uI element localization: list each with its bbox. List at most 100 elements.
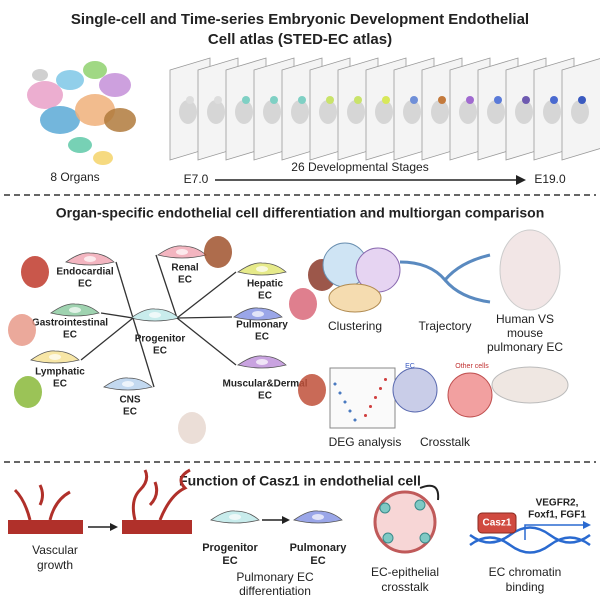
nucleus <box>229 514 241 520</box>
organ-cluster <box>68 137 92 153</box>
tss-arrow <box>524 524 585 540</box>
organ-icon <box>204 236 232 268</box>
arrow <box>155 254 178 319</box>
label: Renal <box>171 263 198 274</box>
human-lungs <box>499 229 561 311</box>
organ-cluster <box>93 151 113 165</box>
label: EC <box>258 391 272 402</box>
signal <box>186 96 194 104</box>
trajectory <box>399 253 491 304</box>
label: Vascular <box>32 543 78 557</box>
label: DEG analysis <box>329 435 402 449</box>
arrow <box>176 271 237 319</box>
label: Pulmonary <box>290 542 348 554</box>
organ-icon <box>21 256 49 288</box>
label: Lymphatic <box>35 367 85 378</box>
point <box>369 405 372 408</box>
arrow <box>176 316 233 319</box>
vessel <box>8 520 83 534</box>
organ-icon <box>298 374 326 406</box>
arrow-head <box>110 523 118 531</box>
label: Pulmonary EC <box>236 570 314 584</box>
epithelial-cell <box>382 532 394 544</box>
nucleus <box>256 359 268 365</box>
label: Other cells <box>455 363 489 370</box>
point <box>379 387 382 390</box>
nucleus <box>69 307 81 313</box>
organ-icon <box>178 412 206 444</box>
embryo <box>403 100 421 124</box>
arrow-head <box>282 516 290 524</box>
label: Crosstalk <box>420 435 471 449</box>
point <box>353 418 357 422</box>
embryo <box>291 100 309 124</box>
signal <box>242 96 250 104</box>
organ-cluster <box>104 108 136 132</box>
label: 8 Organs <box>50 170 99 184</box>
embryo <box>235 100 253 124</box>
label: EC <box>178 275 192 286</box>
label: Progenitor <box>135 334 186 345</box>
label: Muscular&Dermal <box>222 379 307 390</box>
epithelial-cell <box>419 532 431 544</box>
label: VEGFR2, <box>536 498 579 509</box>
point <box>364 414 367 417</box>
signal <box>550 96 558 104</box>
embryo <box>543 100 561 124</box>
epithelial-cell <box>414 499 426 511</box>
point <box>333 382 337 386</box>
label: Foxf1, FGF1 <box>528 510 586 521</box>
arrow <box>100 312 134 319</box>
label: CNS <box>119 395 140 406</box>
label: EC <box>63 330 77 341</box>
vessel <box>122 520 192 534</box>
label: Cell atlas (STED-EC atlas) <box>208 31 392 48</box>
organ-cluster <box>27 81 63 109</box>
label: E19.0 <box>534 172 566 186</box>
dna <box>469 526 591 554</box>
point <box>343 400 347 404</box>
arrow <box>115 261 134 319</box>
label: Organ-specific endothelial cell differen… <box>56 205 545 221</box>
label: 26 Developmental Stages <box>291 160 428 174</box>
mouse <box>491 366 569 404</box>
label: differentiation <box>239 584 311 598</box>
embryo <box>431 100 449 124</box>
label: growth <box>37 558 73 572</box>
label: Endocardial <box>56 267 113 278</box>
branches <box>13 484 71 521</box>
label: EC chromatin <box>489 565 562 579</box>
arrow <box>132 317 155 388</box>
other-cell <box>447 372 493 418</box>
signal <box>382 96 390 104</box>
nucleus <box>149 312 161 318</box>
arrow-head <box>516 175 526 185</box>
label: EC <box>153 346 167 357</box>
label: Casz1 <box>483 518 512 529</box>
label: Function of Casz1 in endothelial cell <box>179 473 421 489</box>
organ-icon <box>289 288 317 320</box>
label: EC <box>405 363 415 370</box>
label: Hepatic <box>247 279 284 290</box>
signal <box>214 96 222 104</box>
organ-icon <box>14 376 42 408</box>
branches <box>131 468 191 521</box>
organ-icon <box>8 314 36 346</box>
signal <box>438 96 446 104</box>
embryo <box>487 100 505 124</box>
label: Trajectory <box>419 319 472 333</box>
signal <box>578 96 586 104</box>
cluster <box>328 283 382 313</box>
signal <box>298 96 306 104</box>
epithelial-cell <box>379 502 391 514</box>
label: Human VS <box>496 312 554 326</box>
label: Progenitor <box>202 542 258 554</box>
ec-cell <box>392 367 438 413</box>
embryo <box>571 100 589 124</box>
label: Pulmonary <box>236 320 288 331</box>
arrow <box>176 317 237 366</box>
label: EC <box>310 555 325 567</box>
signal <box>494 96 502 104</box>
organ-cluster <box>99 73 131 97</box>
